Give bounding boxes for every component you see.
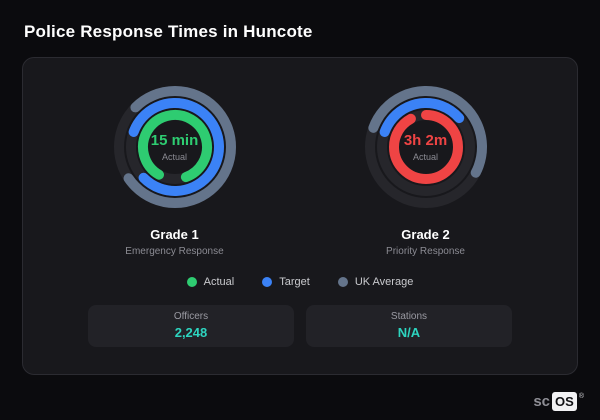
actual-arc (388, 110, 463, 184)
stat-value: N/A (397, 325, 421, 340)
gauge-svg-grade-2 (364, 86, 487, 208)
logo-prefix: sc (533, 393, 551, 410)
legend-dot-actual-icon (186, 277, 197, 287)
legend-item-actual[interactable]: Actual (186, 276, 235, 288)
target-arc (376, 98, 475, 196)
scos-logo: sc OS ® (533, 392, 584, 411)
radial-gauge-grade-1: 15 min Actual (110, 82, 240, 212)
stat-label: Stations (390, 311, 428, 322)
legend-dot-uk-average-icon (337, 277, 348, 287)
stats-row: Officers 2,248 Stations N/A (49, 305, 551, 347)
gauge-subtitle: Priority Response (386, 246, 465, 257)
uk-average-arc (113, 86, 236, 208)
legend-item-uk-average[interactable]: UK Average (337, 276, 414, 288)
stat-label: Officers (173, 311, 209, 322)
legend-label: Target (279, 276, 310, 288)
gauge-title: Grade 2 (401, 227, 450, 242)
stat-value: 2,248 (174, 325, 208, 340)
gauge-title: Grade 1 (150, 227, 199, 242)
target-arc (125, 98, 224, 196)
logo-suffix: OS (552, 392, 577, 411)
stat-box-stations: Stations N/A (306, 305, 512, 347)
legend-dot-target-icon (262, 277, 273, 287)
radial-gauge-grade-2: 3h 2m Actual (361, 82, 491, 212)
actual-arc (137, 110, 212, 184)
uk-average-arc (364, 86, 487, 208)
registered-mark-icon: ® (578, 393, 584, 400)
chart-legend: Actual Target UK Average (49, 276, 551, 288)
legend-label: Actual (203, 276, 235, 288)
legend-item-target[interactable]: Target (262, 276, 310, 288)
gauge-grade-2: 3h 2m Actual Grade 2 Priority Response (300, 82, 551, 257)
stat-box-officers: Officers 2,248 (88, 305, 294, 347)
gauge-svg-grade-1 (113, 86, 236, 208)
legend-label: UK Average (354, 276, 414, 288)
gauges-row: 15 min Actual Grade 1 Emergency Response… (49, 82, 551, 257)
response-times-card: 15 min Actual Grade 1 Emergency Response… (22, 57, 578, 375)
page-title: Police Response Times in Huncote (24, 22, 313, 41)
gauge-grade-1: 15 min Actual Grade 1 Emergency Response (49, 82, 300, 257)
gauge-subtitle: Emergency Response (125, 246, 224, 257)
